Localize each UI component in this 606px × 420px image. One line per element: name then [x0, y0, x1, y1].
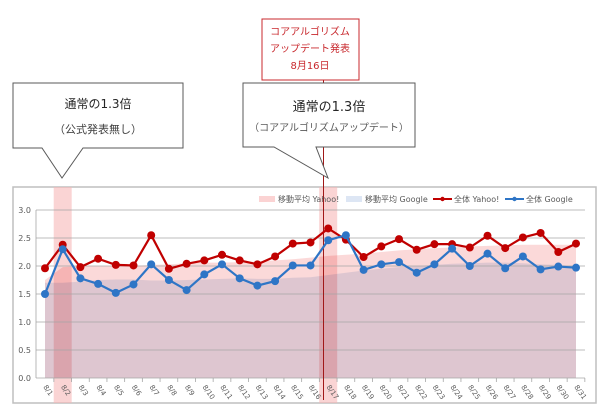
y-tick-label: 1.0 [18, 318, 31, 327]
point-total-google [271, 277, 280, 286]
legend-label: 全体 Google [526, 194, 573, 204]
point-total-yahoo [465, 243, 474, 252]
y-tick-label: 0.5 [18, 346, 31, 355]
point-total-google [465, 262, 474, 270]
point-total-google [430, 260, 439, 269]
point-total-google [235, 274, 244, 283]
callout-left: 通常の1.3倍 （公式発表無し） [12, 82, 184, 179]
legend-label: 全体 Yahoo! [454, 194, 499, 204]
point-total-google [395, 258, 403, 267]
point-total-yahoo [94, 254, 103, 263]
legend: 移動平均 Yahoo! 移動平均 Google 全体 Yahoo! 全体 Google [259, 194, 573, 204]
point-total-google [129, 280, 138, 289]
point-total-yahoo [235, 256, 244, 265]
point-total-google [58, 245, 67, 254]
point-total-yahoo [536, 228, 545, 237]
point-total-google [377, 260, 386, 269]
area-moving-avg-google [45, 262, 576, 378]
point-total-google [554, 262, 563, 271]
point-total-google [448, 244, 457, 253]
point-total-google [218, 260, 226, 269]
point-total-yahoo [412, 245, 421, 254]
point-total-yahoo [359, 253, 368, 262]
callout-right: 通常の1.3倍 （コアアルゴリズムアップデート） [242, 82, 416, 180]
point-total-yahoo [572, 239, 580, 248]
point-total-google [572, 263, 580, 272]
point-total-yahoo [324, 224, 333, 233]
legend-marker [512, 196, 517, 202]
callout-left-title: 通常の1.3倍 [64, 96, 131, 111]
point-total-google [253, 281, 262, 290]
point-total-yahoo [164, 264, 173, 273]
point-total-yahoo [147, 231, 156, 240]
point-total-google [94, 279, 103, 288]
point-total-google [76, 274, 85, 283]
event-line-2: アップデート発表 [270, 42, 350, 55]
point-total-yahoo [129, 261, 138, 270]
legend-label: 移動平均 Google [365, 194, 428, 204]
point-total-google [518, 252, 527, 261]
callout-left-subtitle: （公式発表無し） [54, 122, 142, 136]
callout-right-subtitle: （コアアルゴリズムアップデート） [249, 121, 409, 134]
point-total-google [324, 236, 333, 245]
point-total-yahoo [182, 259, 191, 268]
point-total-yahoo [518, 233, 527, 242]
legend-marker [440, 196, 445, 202]
point-total-google [288, 261, 297, 270]
legend-label: 移動平均 Yahoo! [278, 194, 339, 204]
point-total-yahoo [501, 244, 510, 253]
point-total-google [182, 286, 191, 295]
point-total-yahoo [395, 235, 403, 244]
point-total-yahoo [288, 239, 297, 248]
y-tick-label: 1.5 [18, 290, 31, 299]
event-line-1: コアアルゴリズム [270, 25, 350, 38]
point-total-google [147, 260, 156, 269]
legend-swatch [259, 196, 275, 202]
point-total-yahoo [41, 264, 49, 273]
point-total-yahoo [430, 240, 439, 249]
y-tick-label: 0.0 [18, 374, 31, 383]
point-total-yahoo [483, 231, 492, 240]
y-tick-label: 2.0 [18, 262, 31, 271]
y-tick-label: 2.5 [18, 234, 31, 243]
event-annotation-box: コアアルゴリズム アップデート発表 8月16日 [261, 18, 360, 81]
point-total-yahoo [200, 256, 209, 265]
point-total-google [200, 270, 209, 279]
point-total-yahoo [554, 248, 563, 256]
point-total-google [306, 261, 315, 270]
point-total-yahoo [111, 260, 120, 269]
point-total-yahoo [76, 263, 85, 272]
point-total-google [483, 249, 492, 258]
point-total-yahoo [218, 250, 226, 259]
event-line-3: 8月16日 [290, 60, 329, 72]
point-total-yahoo [377, 242, 386, 251]
point-total-yahoo [271, 252, 280, 261]
point-total-google [111, 288, 120, 297]
point-total-google [164, 276, 173, 284]
callout-right-title: 通常の1.3倍 [293, 100, 366, 115]
point-total-google [41, 290, 49, 298]
point-total-google [359, 265, 368, 274]
point-total-google [412, 268, 421, 277]
y-tick-label: 3.0 [18, 206, 31, 215]
point-total-yahoo [306, 238, 315, 247]
point-total-google [536, 265, 545, 274]
legend-swatch [346, 196, 362, 202]
point-total-yahoo [253, 260, 262, 269]
point-total-google [501, 264, 510, 273]
point-total-google [341, 231, 350, 240]
